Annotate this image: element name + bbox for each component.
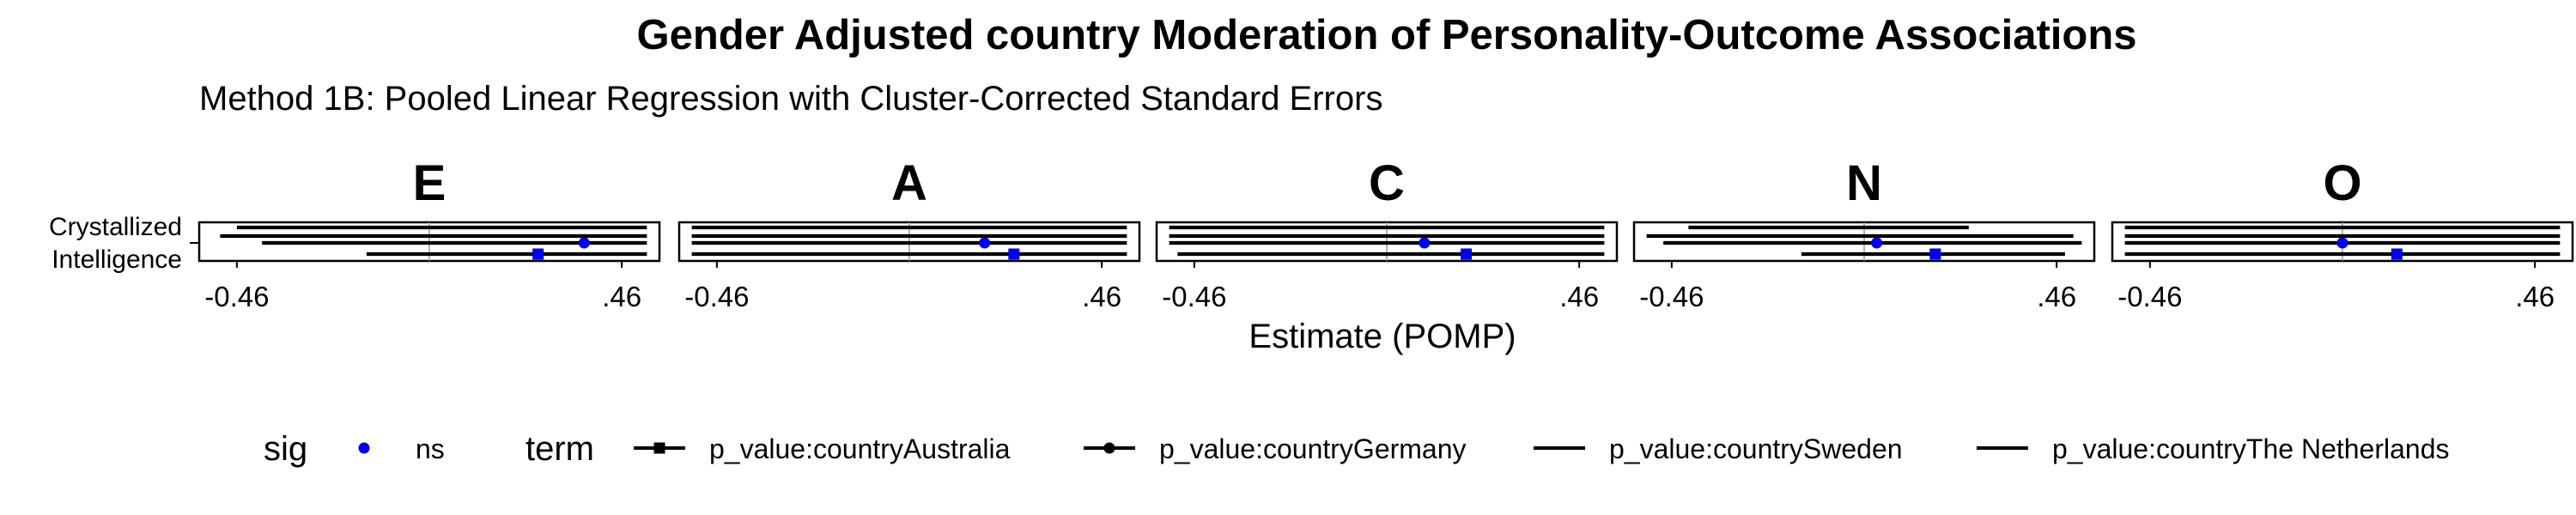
legend-sig-title: sig [264, 430, 307, 468]
panel-c: C -0.46 .46 [1155, 155, 1619, 312]
x-tick-label: -0.46 [2117, 281, 2182, 312]
estimate-point-p-value-countryaustralia [1929, 248, 1941, 260]
chart-title: Gender Adjusted country Moderation of Pe… [636, 12, 2136, 58]
x-axis-title: Estimate (POMP) [1249, 318, 1516, 355]
x-tick-label: -0.46 [1162, 281, 1226, 312]
panel-label-c: C [1369, 155, 1405, 211]
x-tick-label: -0.46 [204, 281, 269, 312]
legend-key-circle-p-value-countrygermany [1103, 442, 1115, 454]
facet-panels: E -0.46 .46 A -0.46 .46 C -0.46 .46 N -0.46 .46 O -0.… [197, 155, 2574, 312]
legend-sig-label: ns [416, 433, 445, 464]
x-tick-label: .46 [602, 281, 641, 312]
panel-label-a: A [891, 155, 927, 211]
estimate-point-p-value-countrygermany [1871, 237, 1883, 249]
panel-o: O -0.46 .46 [2111, 155, 2574, 312]
legend-term-label-p-value-countrysweden: p_value:countrySweden [1609, 433, 1903, 464]
x-tick-label: .46 [2037, 281, 2076, 312]
legend: sig ns term p_value:countryAustralia p_value… [264, 430, 2450, 468]
chart-subtitle: Method 1B: Pooled Linear Regression with… [199, 80, 1382, 118]
estimate-point-p-value-countrygermany [1419, 237, 1431, 249]
estimate-point-p-value-countryaustralia [532, 248, 544, 260]
estimate-point-p-value-countrygermany [979, 237, 991, 249]
estimate-point-p-value-countrygermany [578, 237, 590, 249]
legend-term-label-p-value-countrygermany: p_value:countryGermany [1159, 433, 1467, 464]
legend-key-square-p-value-countryaustralia [653, 442, 665, 454]
legend-term-label-p-value-countrythe-netherlands: p_value:countryThe Netherlands [2052, 433, 2450, 464]
y-category-label: Intelligence [52, 245, 182, 274]
panel-label-o: O [2323, 155, 2361, 211]
panel-label-n: N [1846, 155, 1882, 211]
panel-n: N -0.46 .46 [1632, 155, 2096, 312]
estimate-point-p-value-countryaustralia [2391, 248, 2403, 260]
y-axis-labels: Crystallized Intelligence [49, 213, 199, 274]
x-tick-label: .46 [2515, 281, 2555, 312]
legend-term-title: term [526, 430, 594, 468]
panel-a: A -0.46 .46 [677, 155, 1141, 312]
x-tick-label: .46 [1559, 281, 1599, 312]
x-tick-label: -0.46 [1639, 281, 1704, 312]
y-category-label: Crystallized [49, 213, 182, 241]
legend-term-label-p-value-countryaustralia: p_value:countryAustralia [709, 433, 1011, 464]
estimate-point-p-value-countryaustralia [1008, 248, 1020, 260]
panel-e: E -0.46 .46 [197, 155, 661, 312]
x-tick-label: .46 [1082, 281, 1121, 312]
x-tick-label: -0.46 [684, 281, 749, 312]
panel-label-e: E [413, 155, 447, 211]
estimate-point-p-value-countrygermany [2336, 237, 2348, 249]
legend-sig-point [358, 442, 370, 454]
estimate-point-p-value-countryaustralia [1461, 248, 1473, 260]
